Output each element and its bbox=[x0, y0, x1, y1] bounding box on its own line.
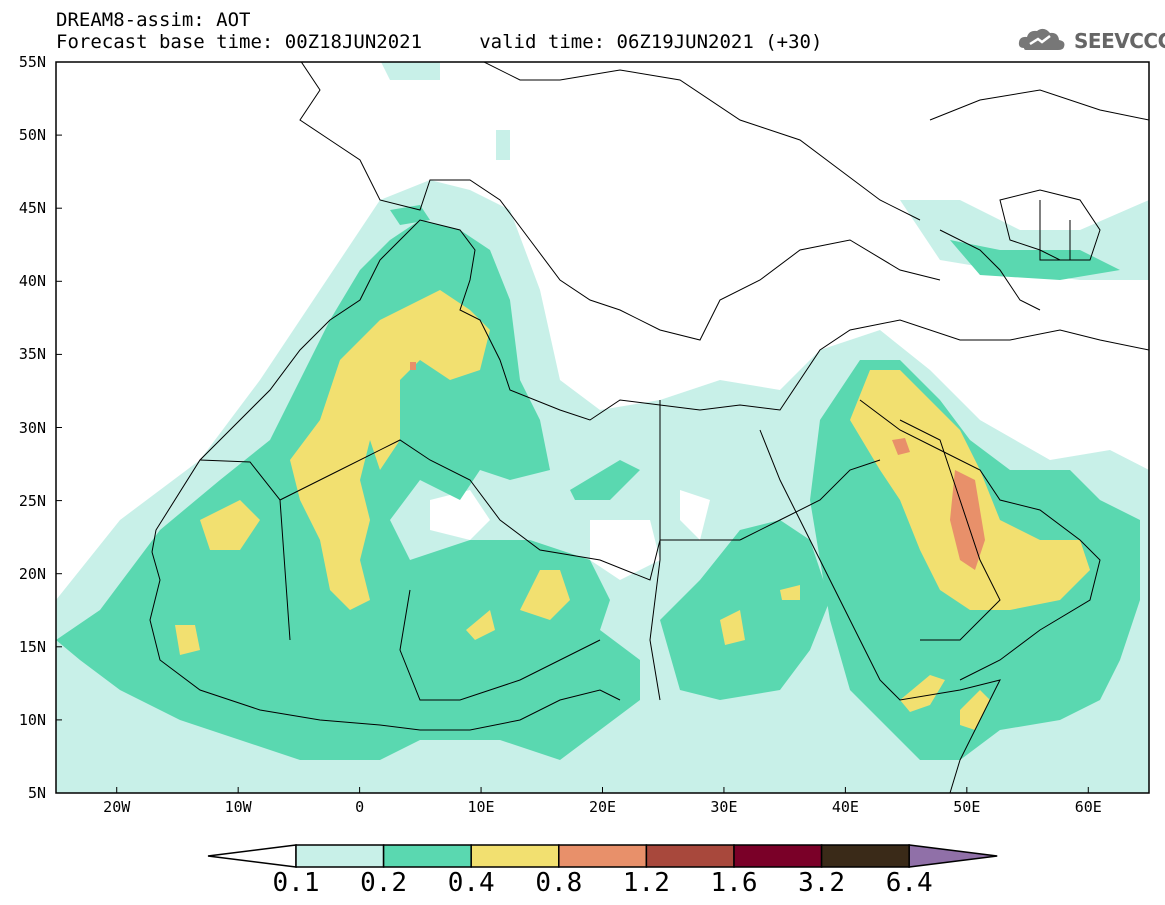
colorbar-box bbox=[733, 844, 823, 868]
coastline bbox=[939, 229, 1041, 311]
lon-label: 60E bbox=[1074, 798, 1102, 816]
colorbar-high-arrow bbox=[908, 844, 998, 868]
logo-text: SEEVCCC bbox=[1074, 29, 1165, 53]
lon-label: 10W bbox=[224, 798, 252, 816]
colorbar-box bbox=[470, 844, 560, 868]
coastline bbox=[151, 219, 1149, 553]
coastline bbox=[759, 429, 1001, 793]
colorbar-low-arrow bbox=[207, 844, 297, 868]
colorbar-level-label: 0.2 bbox=[360, 868, 408, 898]
aot-band-0.4 bbox=[175, 625, 200, 655]
border bbox=[399, 589, 601, 701]
border bbox=[739, 459, 881, 541]
lon-label: 10E bbox=[467, 798, 495, 816]
aot-band-0.4 bbox=[780, 585, 800, 600]
forecast-time-line: Forecast base time: 00Z18JUN2021 valid t… bbox=[56, 31, 823, 53]
aot-band-0.1 bbox=[496, 130, 510, 160]
lat-label: 35N bbox=[18, 345, 46, 364]
colorbar-level-label: 3.2 bbox=[798, 868, 846, 898]
aot-band-0.8 bbox=[892, 438, 910, 455]
colorbar-box bbox=[558, 844, 648, 868]
map-title: DREAM8-assim: AOT bbox=[56, 9, 251, 31]
lon-label: 0 bbox=[355, 798, 365, 816]
colorbar-box bbox=[820, 844, 910, 868]
aot-band-0.4 bbox=[200, 500, 260, 550]
aot-band-0.4 bbox=[900, 675, 945, 712]
colorbar-box bbox=[382, 844, 472, 868]
lon-label: 20E bbox=[588, 798, 617, 816]
coastline bbox=[859, 399, 1101, 681]
lon-label: 20W bbox=[103, 798, 131, 816]
colorbar-level-label: 6.4 bbox=[885, 868, 933, 898]
lon-label: 40E bbox=[831, 798, 859, 816]
colorbar-level-label: 1.2 bbox=[622, 868, 670, 898]
lon-label: 50E bbox=[953, 798, 981, 816]
lat-label: 50N bbox=[18, 126, 46, 145]
border bbox=[1039, 200, 1071, 261]
lat-label: 10N bbox=[18, 710, 46, 729]
colorbar-level-label: 0.1 bbox=[272, 868, 320, 898]
coastline bbox=[999, 189, 1101, 261]
coastline bbox=[149, 551, 621, 731]
border bbox=[279, 439, 740, 581]
aot-band-0.2 bbox=[570, 460, 640, 500]
lat-label: 45N bbox=[18, 199, 46, 218]
border bbox=[649, 400, 661, 701]
colorbar-box bbox=[295, 844, 385, 868]
aot-band-0.8 bbox=[410, 362, 416, 370]
aot-band-0.4 bbox=[466, 610, 495, 640]
aot-band-0.4 bbox=[520, 570, 570, 620]
aot-band-0.2 bbox=[950, 240, 1120, 280]
aot-band-0.4 bbox=[720, 610, 745, 645]
lat-label: 55N bbox=[18, 53, 46, 71]
lat-label: 30N bbox=[18, 418, 46, 437]
border bbox=[899, 419, 1001, 641]
aot-band-0.4 bbox=[960, 690, 990, 730]
aot-band-0.4 bbox=[290, 290, 490, 610]
colorbar-level-label: 1.6 bbox=[710, 868, 758, 898]
lat-label: 20N bbox=[18, 564, 46, 583]
lon-label: 30E bbox=[710, 798, 738, 816]
lat-label: 5N bbox=[27, 784, 46, 802]
colorbar-box bbox=[645, 844, 735, 868]
coastline bbox=[929, 89, 1149, 121]
aot-band-0.1 bbox=[381, 62, 440, 80]
lat-label: 25N bbox=[18, 491, 46, 510]
coastline bbox=[299, 62, 941, 341]
lat-label: 15N bbox=[18, 637, 46, 656]
border bbox=[199, 459, 291, 641]
coastline bbox=[482, 62, 921, 221]
colorbar-level-label: 0.8 bbox=[535, 868, 583, 898]
lat-label: 40N bbox=[18, 272, 46, 291]
colorbar-level-label: 0.4 bbox=[447, 868, 495, 898]
aot-band-0.2 bbox=[660, 520, 830, 700]
cloud-logo-icon bbox=[1018, 28, 1065, 50]
